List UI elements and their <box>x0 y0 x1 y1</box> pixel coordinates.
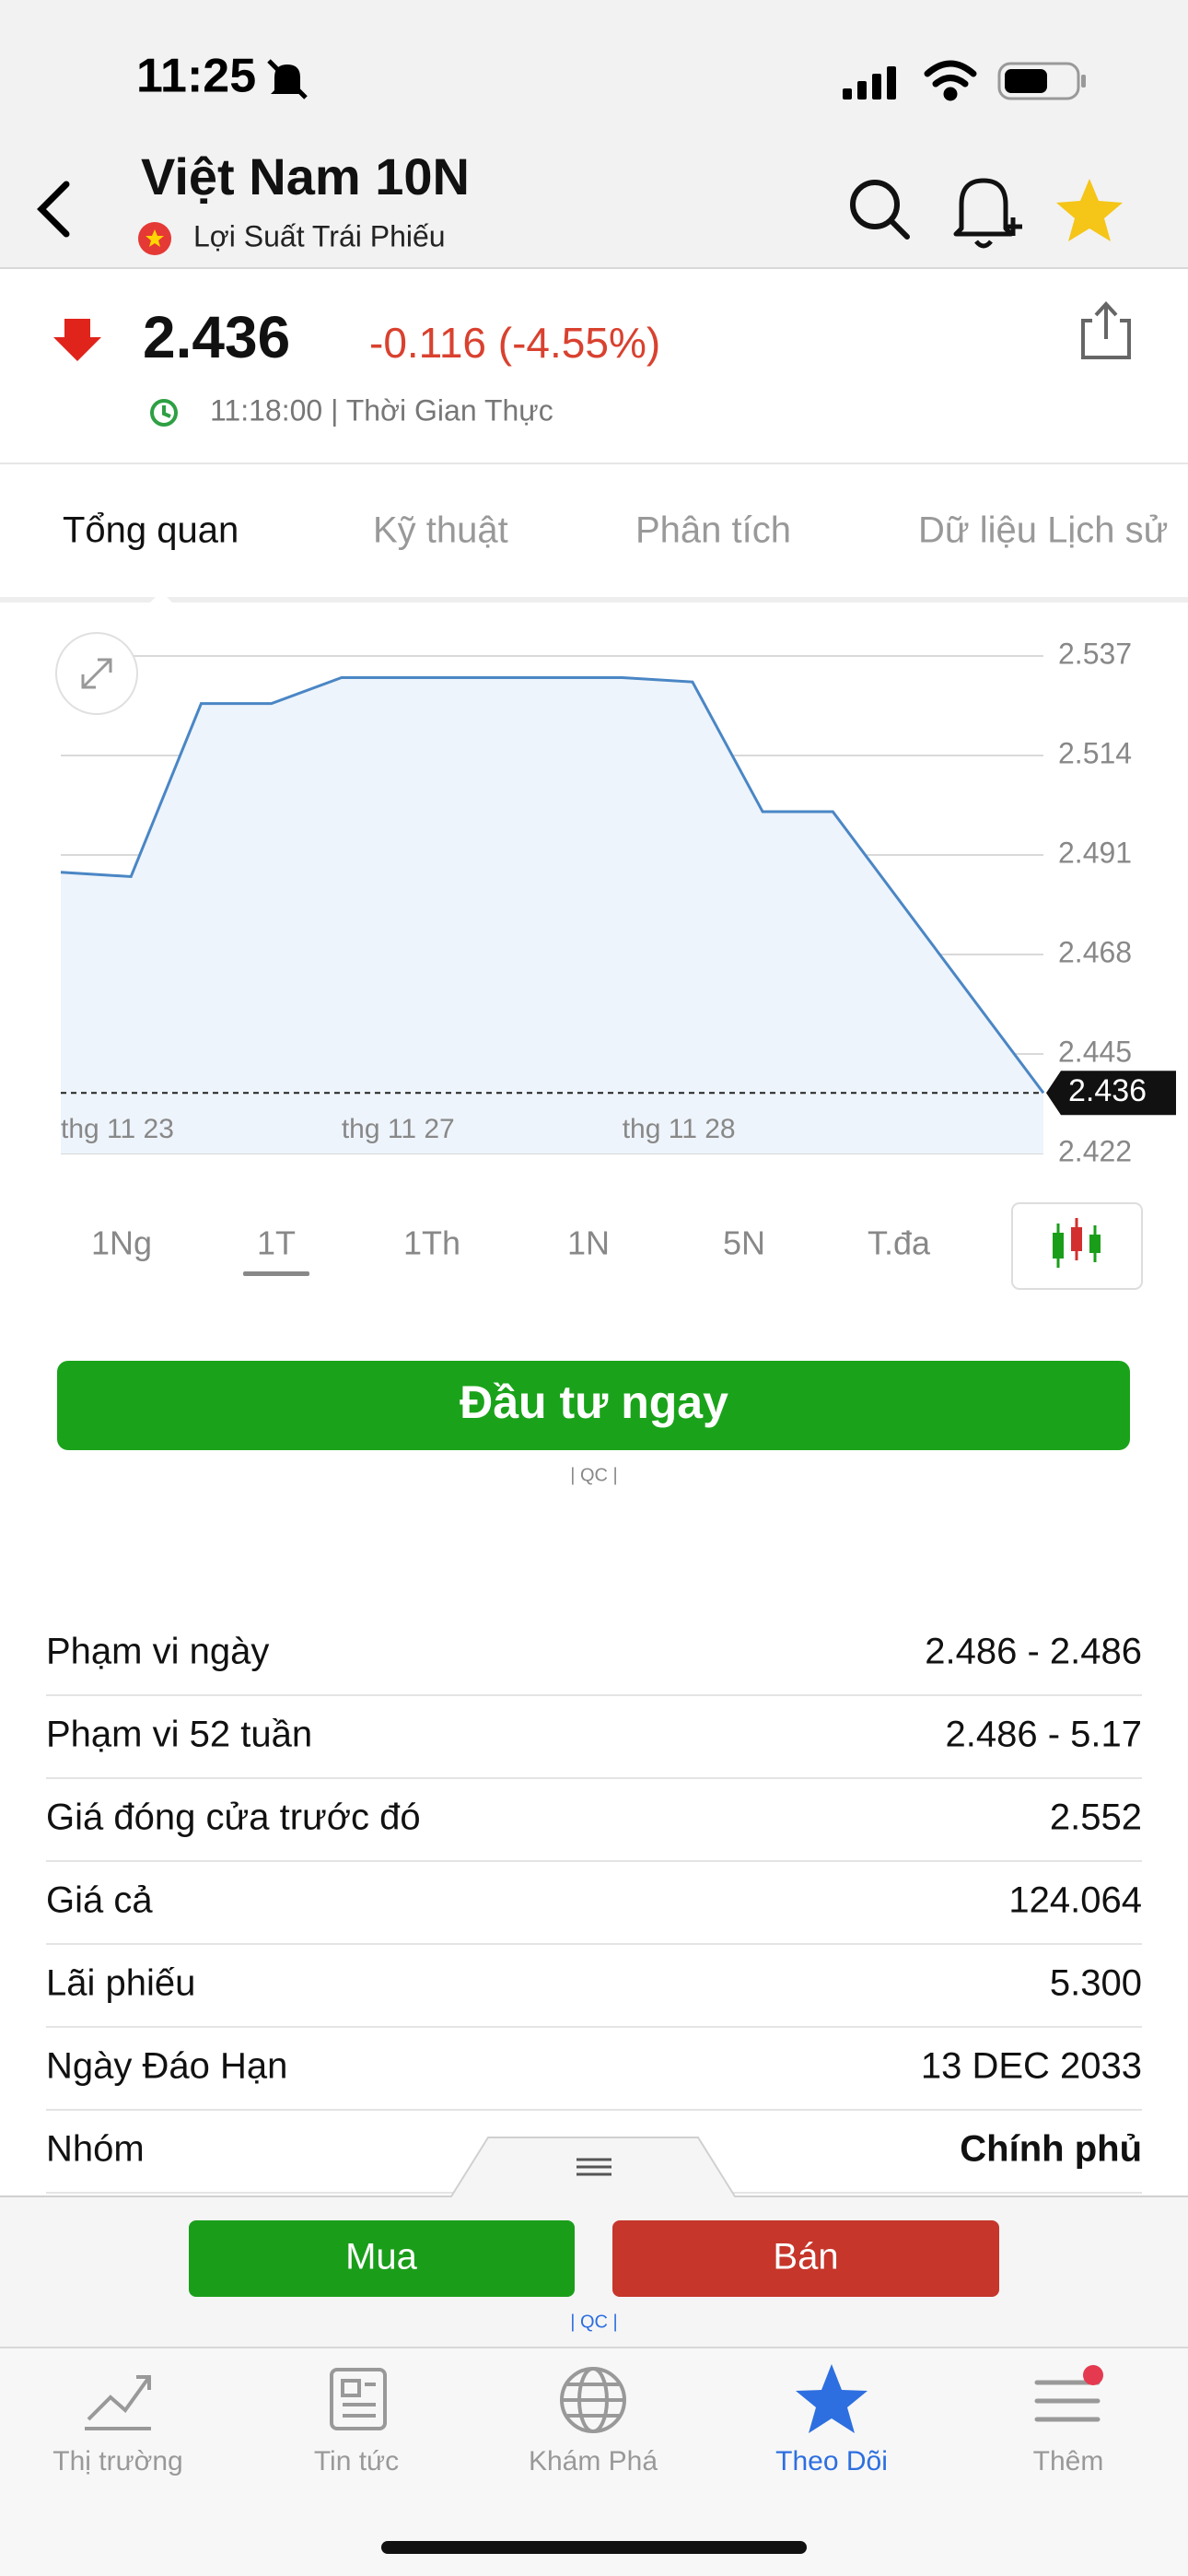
alert-button[interactable] <box>953 178 1022 249</box>
tab-bar-item[interactable]: Thị trường <box>52 2446 182 2476</box>
sell-button[interactable] <box>612 2220 999 2297</box>
markets-icon <box>85 2375 151 2430</box>
quote-time: 11:18:00 | Thời Gian Thực <box>210 393 553 427</box>
notification-dot <box>1083 2365 1103 2385</box>
tabs: Tổng quan Kỹ thuật Phân tích Dữ liệu Lịch s… <box>63 510 1168 551</box>
x-tick-label: thg 11 27 <box>342 1114 455 1144</box>
invest-button[interactable] <box>57 1361 1130 1450</box>
price-change: -0.116 (-4.55%) <box>369 319 660 367</box>
buy-label: Mua <box>345 2237 418 2277</box>
down-arrow <box>53 319 101 361</box>
candle-button[interactable] <box>1011 1202 1143 1290</box>
y-tick-label: 2.445 <box>1058 1035 1132 1068</box>
sheet-grip <box>577 2158 611 2176</box>
current-value-tag <box>1046 1071 1176 1116</box>
chart: 2.537 2.514 2.491 2.468 2.445 2.422 thg 11 23 t… <box>60 637 1176 1167</box>
clock-icon <box>150 399 178 427</box>
stat-label: Lãi phiếu <box>46 1963 195 2004</box>
current-value-label: 2.436 <box>1068 1073 1147 1108</box>
stat-value: Chính phủ <box>960 2129 1142 2170</box>
sell-label: Bán <box>773 2237 838 2277</box>
signal-icon <box>843 66 896 100</box>
stat-label: Phạm vi 52 tuần <box>46 1715 312 1755</box>
tab-bar-item[interactable]: Khám Phá <box>529 2446 658 2476</box>
share-button[interactable] <box>1081 301 1131 359</box>
x-tick-label: thg 11 23 <box>61 1114 174 1144</box>
battery-icon <box>997 62 1086 100</box>
tab-bar-item[interactable]: Thêm <box>1033 2446 1104 2476</box>
tab[interactable]: Kỹ thuật <box>373 510 508 551</box>
stat-value: 2.552 <box>1050 1797 1142 1838</box>
range-option[interactable]: 1T <box>257 1224 296 1262</box>
news-icon <box>330 2368 387 2430</box>
stat-label: Giá đóng cửa trước đó <box>46 1797 421 1838</box>
stat-label: Phạm vi ngày <box>46 1632 269 1672</box>
ad-label: | QC | <box>570 1465 618 1485</box>
stat-value: 124.064 <box>1008 1880 1142 1921</box>
watchlist-star[interactable] <box>1056 179 1123 241</box>
back-button[interactable] <box>37 181 70 238</box>
y-tick-label: 2.422 <box>1058 1134 1132 1167</box>
stat-value: 13 DEC 2033 <box>921 2046 1142 2087</box>
y-tick-label: 2.491 <box>1058 836 1132 869</box>
range-option[interactable]: 1Th <box>403 1224 460 1262</box>
range-option[interactable]: 5N <box>723 1224 765 1262</box>
stat-value: 2.486 - 5.17 <box>946 1715 1143 1755</box>
range-option[interactable]: T.đa <box>868 1224 931 1262</box>
price-line <box>60 675 1045 1095</box>
stat-value: 5.300 <box>1050 1963 1142 2004</box>
tab[interactable]: Dữ liệu Lịch sử <box>918 510 1168 551</box>
stat-label: Nhóm <box>46 2129 145 2170</box>
tab-notch <box>150 591 172 603</box>
watchlist-icon <box>796 2364 868 2433</box>
home-indicator <box>381 2541 807 2554</box>
x-tick-label: thg 11 28 <box>623 1114 736 1144</box>
status-time: 11:25 <box>136 50 256 103</box>
wifi-icon <box>924 60 977 101</box>
buy-button[interactable] <box>189 2220 575 2297</box>
header-bg <box>0 0 1188 268</box>
stat-value: 2.486 - 2.486 <box>925 1632 1142 1672</box>
tab-bar-item[interactable]: Tin tức <box>314 2446 399 2476</box>
tab[interactable]: Tổng quan <box>63 510 239 551</box>
explore-icon <box>560 2367 626 2433</box>
tabs-shadow <box>0 597 1188 603</box>
ad-label: | QC | <box>570 2312 618 2332</box>
range-option[interactable]: 1Ng <box>91 1224 152 1262</box>
range-underline <box>243 1271 309 1276</box>
tab-bar-item[interactable]: Theo Dõi <box>775 2446 888 2476</box>
title: Việt Nam 10N <box>141 147 470 205</box>
y-tick-label: 2.468 <box>1058 935 1132 968</box>
range-selector: 1Ng 1T 1Th 1N 5N T.đa <box>91 1224 931 1276</box>
tab-bar-labels: Thị trường Tin tức Khám Phá Theo Dõi Thêm <box>52 2446 1103 2476</box>
range-option[interactable]: 1N <box>567 1224 610 1262</box>
area-fill <box>61 677 1043 1153</box>
flag-star <box>146 229 164 247</box>
stat-label: Giá cả <box>46 1880 153 1921</box>
price: 2.436 <box>143 304 290 370</box>
invest-label: Đầu tư ngay <box>460 1376 728 1428</box>
y-tick-label: 2.537 <box>1058 637 1132 670</box>
expand-button[interactable] <box>55 632 138 715</box>
y-tick-label: 2.514 <box>1058 736 1132 769</box>
search-button[interactable] <box>850 180 910 240</box>
subtitle: Lợi Suất Trái Phiếu <box>193 219 446 252</box>
tab[interactable]: Phân tích <box>635 510 791 551</box>
stats-table: Phạm vi ngày 2.486 - 2.486 Phạm vi 52 tuần… <box>46 1632 1143 2194</box>
mute-icon <box>267 59 308 100</box>
stat-label: Ngày Đáo Hạn <box>46 2046 287 2087</box>
